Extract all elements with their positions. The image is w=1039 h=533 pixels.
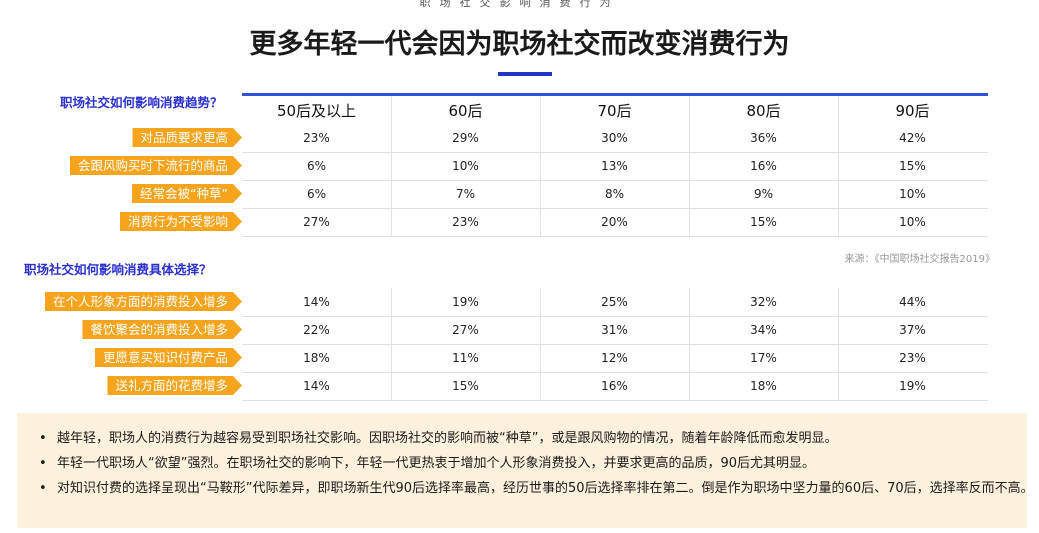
bullet-icon: •	[39, 481, 47, 496]
table-row: 餐饮聚会的消费投入增多 22% 27% 31% 34% 37%	[0, 316, 1000, 344]
table-cell: 10%	[899, 187, 926, 201]
bullet-icon: •	[39, 431, 47, 446]
table-cell: 20%	[601, 215, 628, 229]
table-row: 送礼方面的花费增多 14% 15% 16% 18% 19%	[0, 372, 1000, 400]
table-cell: 10%	[452, 159, 479, 173]
table-cell: 22%	[303, 323, 330, 337]
table-cell: 14%	[303, 379, 330, 393]
table-cell: 13%	[601, 159, 628, 173]
row-label: 消费行为不受影响	[120, 212, 242, 231]
table-cell: 8%	[604, 187, 625, 201]
row-separator	[242, 180, 988, 181]
header-col-0: 50后及以上	[276, 102, 357, 120]
table-cell: 30%	[601, 131, 628, 145]
note-item: • 对知识付费的选择呈现出“马鞍形”代际差异，即职场新生代90后选择率最高，经历世…	[39, 478, 1037, 499]
table-cell: 29%	[452, 131, 479, 145]
table-cell: 9%	[753, 187, 774, 201]
table-cell: 18%	[303, 351, 330, 365]
table-row: 会跟风购买时下流行的商品 6% 10% 13% 16% 15%	[0, 152, 1000, 180]
table-cell: 16%	[601, 379, 628, 393]
table-cell: 27%	[452, 323, 479, 337]
table-cell: 42%	[899, 131, 926, 145]
table-cell: 14%	[303, 295, 330, 309]
column-divider	[391, 288, 392, 400]
page-title: 更多年轻一代会因为职场社交而改变消费行为	[249, 29, 790, 60]
column-divider	[689, 288, 690, 400]
row-label: 会跟风购买时下流行的商品	[70, 156, 242, 175]
note-item: • 越年轻，职场人的消费行为越容易受到职场社交影响。因职场社交的影响而被“种草”，…	[39, 428, 1037, 449]
note-text: 对知识付费的选择呈现出“马鞍形”代际差异，即职场新生代90后选择率最高，经历世事…	[57, 481, 1034, 496]
column-divider	[540, 288, 541, 400]
table-cell: 18%	[750, 379, 777, 393]
note-text: 年轻一代职场人“欲望”强烈。在职场社交的影响下，年轻一代更热衷于增加个人形象消费…	[57, 456, 816, 471]
column-divider	[838, 288, 839, 400]
table-cell: 32%	[750, 295, 777, 309]
table-cell: 44%	[899, 295, 926, 309]
header-col-1: 60后	[448, 102, 483, 120]
bullet-icon: •	[39, 456, 47, 471]
row-label: 送礼方面的花费增多	[107, 376, 242, 395]
table-cell: 12%	[601, 351, 628, 365]
table-row: 经常会被“种草” 6% 7% 8% 9% 10%	[0, 180, 1000, 208]
row-separator	[242, 152, 988, 153]
row-separator	[242, 236, 988, 237]
table-cell: 7%	[455, 187, 476, 201]
table-cell: 10%	[899, 215, 926, 229]
note-text: 越年轻，职场人的消费行为越容易受到职场社交影响。因职场社交的影响而被“种草”，或…	[57, 431, 838, 446]
table-cell: 23%	[899, 351, 926, 365]
table-cell: 15%	[899, 159, 926, 173]
row-separator	[242, 400, 988, 401]
table-cell: 23%	[303, 131, 330, 145]
table-row: 对品质要求更高 23% 29% 30% 36% 42%	[0, 124, 1000, 152]
table-cell: 16%	[750, 159, 777, 173]
table-cell: 37%	[899, 323, 926, 337]
row-label: 餐饮聚会的消费投入增多	[82, 320, 242, 339]
row-separator	[242, 344, 988, 345]
column-divider	[838, 96, 839, 236]
top-label: 职场社交影响消费行为	[419, 0, 620, 9]
table-cell: 34%	[750, 323, 777, 337]
row-separator	[242, 208, 988, 209]
table-cell: 15%	[452, 379, 479, 393]
table-cell: 36%	[750, 131, 777, 145]
table-row: 在个人形象方面的消费投入增多 14% 19% 25% 32% 44%	[0, 288, 1000, 316]
table-header: 50后及以上 60后 70后 80后 90后	[242, 96, 988, 124]
table-row: 更愿意买知识付费产品 18% 11% 12% 17% 23%	[0, 344, 1000, 372]
column-divider	[391, 96, 392, 236]
table-cell: 15%	[750, 215, 777, 229]
column-divider	[540, 96, 541, 236]
table-cell: 11%	[452, 351, 479, 365]
row-label: 在个人形象方面的消费投入增多	[45, 292, 242, 311]
table-cell: 6%	[306, 187, 327, 201]
section-title-trend: 职场社交如何影响消费趋势？	[60, 95, 223, 110]
row-label: 经常会被“种草”	[132, 184, 242, 203]
section-title-choice: 职场社交如何影响消费具体选择？	[24, 262, 212, 277]
table-top-rule	[242, 93, 988, 96]
notes-box: • 越年轻，职场人的消费行为越容易受到职场社交影响。因职场社交的影响而被“种草”，…	[17, 413, 1034, 528]
table-row: 消费行为不受影响 27% 23% 20% 15% 10%	[0, 208, 1000, 236]
table-cell: 23%	[452, 215, 479, 229]
note-item: • 年轻一代职场人“欲望”强烈。在职场社交的影响下，年轻一代更热衷于增加个人形象消…	[39, 453, 1037, 474]
source-note: 来源：《中国职场社交报告2019》	[844, 254, 995, 265]
table-cell: 19%	[452, 295, 479, 309]
row-separator	[242, 316, 988, 317]
title-underline	[498, 72, 552, 76]
header-col-3: 80后	[746, 102, 781, 120]
table-cell: 19%	[899, 379, 926, 393]
header-col-2: 70后	[597, 102, 632, 120]
row-label: 对品质要求更高	[132, 128, 242, 147]
row-separator	[242, 372, 988, 373]
table-cell: 6%	[306, 159, 327, 173]
table-cell: 27%	[303, 215, 330, 229]
table-cell: 25%	[601, 295, 628, 309]
column-divider	[689, 96, 690, 236]
table-cell: 31%	[601, 323, 628, 337]
header-col-4: 90后	[895, 102, 930, 120]
row-label: 更愿意买知识付费产品	[95, 348, 242, 367]
table-cell: 17%	[750, 351, 777, 365]
